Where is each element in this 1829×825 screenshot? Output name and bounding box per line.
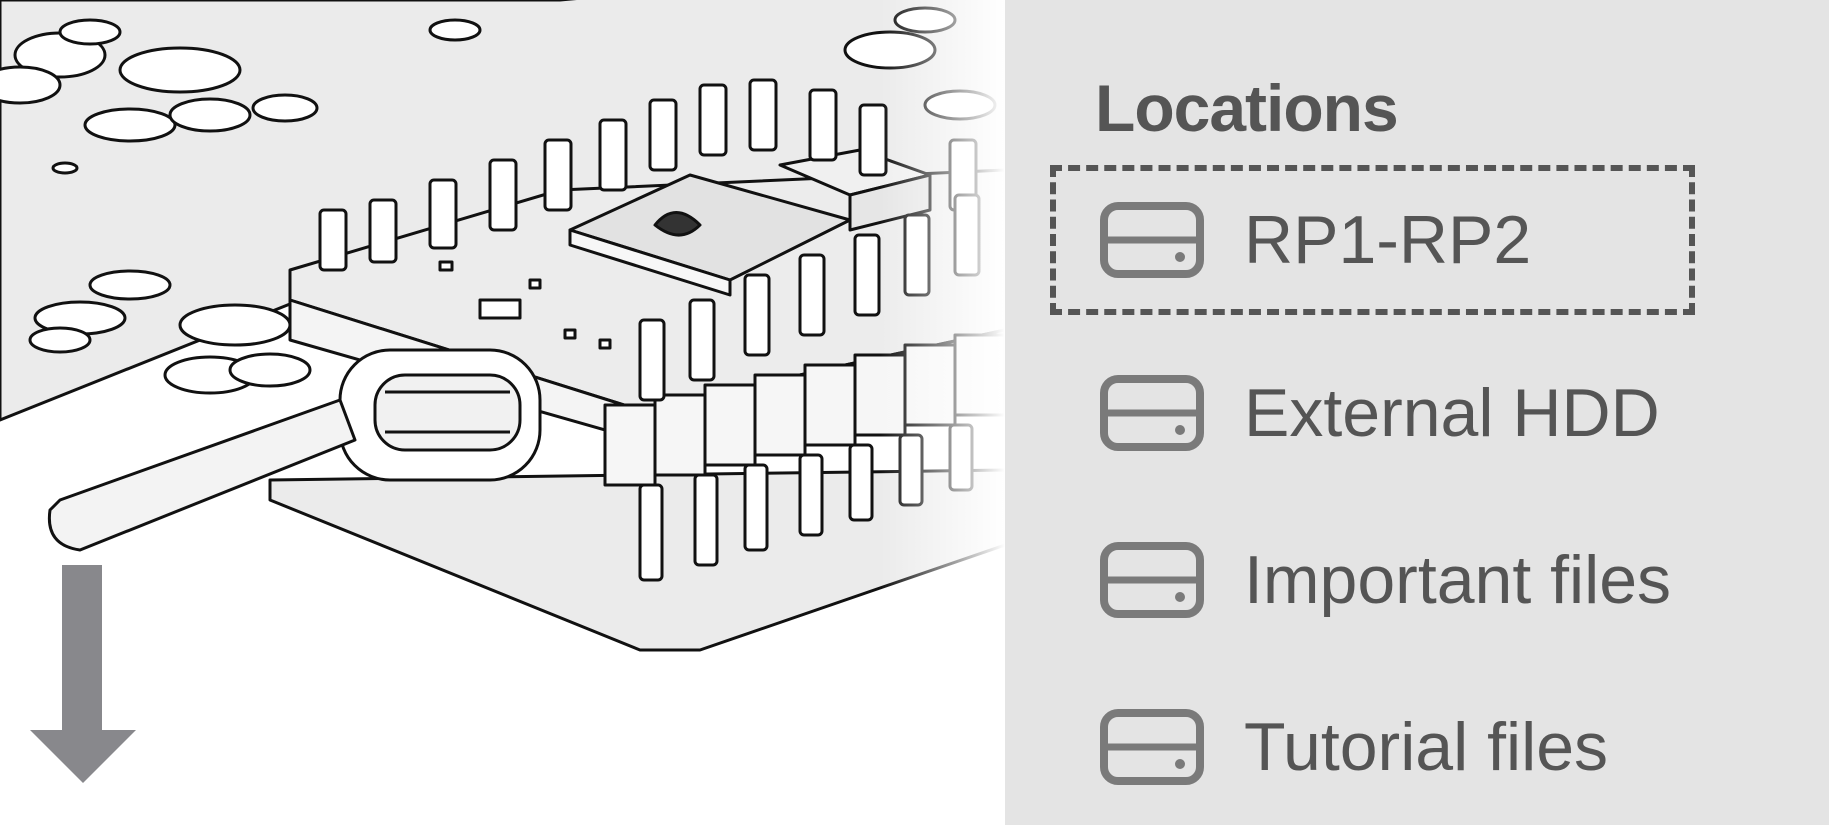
location-label: Tutorial files [1244, 709, 1609, 785]
location-label: RP1-RP2 [1244, 202, 1532, 278]
pi-board-illustration [0, 0, 1005, 652]
location-label: External HDD [1244, 375, 1660, 451]
locations-heading: Locations [1095, 71, 1399, 145]
locations-panel: Locations RP1-RP2 External HDD Important… [1005, 0, 1829, 825]
location-label: Important files [1244, 542, 1672, 618]
location-item-important-files[interactable]: Important files [1050, 505, 1695, 655]
down-arrow-icon [30, 565, 136, 785]
drive-icon [1100, 542, 1204, 618]
location-item-tutorial-files[interactable]: Tutorial files [1050, 672, 1695, 822]
location-item-external-hdd[interactable]: External HDD [1050, 338, 1695, 488]
drive-icon [1100, 202, 1204, 278]
drive-icon [1100, 375, 1204, 451]
location-item-rp1-rp2[interactable]: RP1-RP2 [1050, 165, 1695, 315]
drive-icon [1100, 709, 1204, 785]
